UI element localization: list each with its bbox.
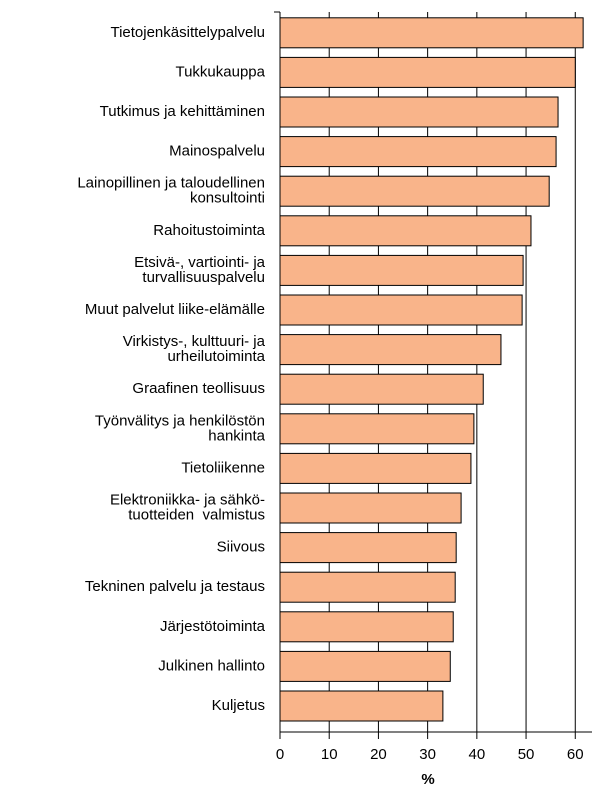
- x-tick-label: 50: [518, 746, 535, 763]
- bar: [279, 136, 557, 168]
- x-tick-label: 20: [370, 746, 387, 763]
- x-tick-label: 0: [276, 746, 284, 763]
- y-tick-label: Työnvälitys ja henkilöstön hankinta: [95, 412, 266, 444]
- bar: [279, 611, 454, 643]
- bar: [279, 690, 444, 722]
- bar: [279, 96, 559, 128]
- y-tick-label: Elektroniikka- ja sähkö-tuotteiden valmi…: [110, 491, 265, 523]
- y-tick-label: Kuljetus: [212, 697, 265, 714]
- bar: [279, 17, 584, 49]
- x-tick-label: 10: [321, 746, 338, 763]
- bar: [279, 254, 524, 286]
- y-tick-label: Tietojenkäsittelypalvelu: [110, 24, 265, 41]
- bar: [279, 650, 451, 682]
- bar: [279, 373, 484, 405]
- x-tick-label: 30: [419, 746, 436, 763]
- y-tick-label: Tukkukauppa: [175, 63, 265, 80]
- bar: [279, 334, 502, 366]
- bar: [279, 452, 472, 484]
- bar: [279, 413, 475, 445]
- bar: [279, 571, 456, 603]
- x-tick-label: 40: [469, 746, 486, 763]
- bar: [279, 215, 532, 247]
- y-tick-label: Etsivä-, vartiointi- ja turvallisuuspalve…: [134, 254, 266, 286]
- y-tick-label: Julkinen hallinto: [158, 657, 265, 674]
- y-tick-label: Lainopillinen ja taloudellinen konsultoin…: [77, 175, 265, 207]
- y-tick-label: Mainospalvelu: [169, 143, 265, 160]
- bar: [279, 294, 523, 326]
- y-tick-label: Siivous: [217, 539, 265, 556]
- bar: [279, 492, 462, 524]
- y-tick-label: Virkistys-, kulttuuri- ja urheilutoiminta: [123, 333, 266, 365]
- bar: [279, 532, 457, 564]
- y-tick-label: Tutkimus ja kehittäminen: [100, 103, 265, 120]
- y-tick-label: Tekninen palvelu ja testaus: [85, 578, 265, 595]
- y-tick-label: Graafinen teollisuus: [132, 380, 265, 397]
- y-tick-label: Tietoliikenne: [181, 459, 265, 476]
- x-tick-label: 60: [567, 746, 584, 763]
- y-tick-label: Rahoitustoiminta: [153, 222, 265, 239]
- y-tick-label: Muut palvelut liike-elämälle: [85, 301, 265, 318]
- bar: [279, 56, 576, 88]
- x-axis-label: %: [421, 771, 434, 787]
- y-tick-label: Järjestötoiminta: [160, 618, 266, 635]
- bar: [279, 175, 550, 207]
